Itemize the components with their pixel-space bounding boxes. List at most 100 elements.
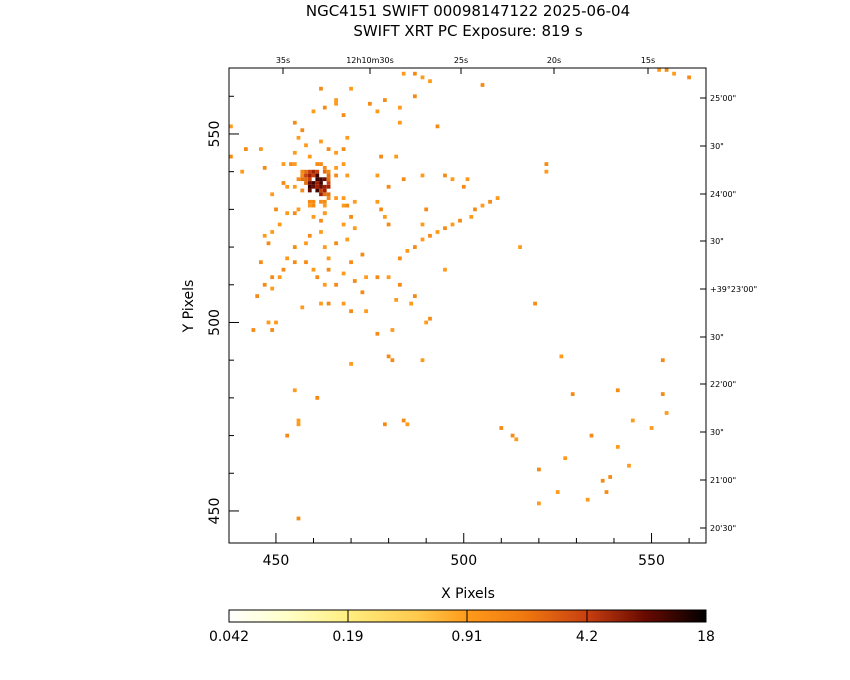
event-pixel — [450, 222, 455, 227]
event-pixel — [563, 456, 568, 461]
event-pixel — [394, 154, 399, 159]
event-pixel — [443, 267, 447, 272]
event-pixel — [420, 237, 425, 242]
y-tick-label: 500 — [207, 309, 223, 336]
x-tick-label: 500 — [450, 553, 477, 569]
event-pixel — [428, 316, 432, 321]
event-pixel — [322, 199, 327, 204]
dec-tick-label: 22'00" — [710, 380, 736, 389]
event-pixel — [304, 143, 308, 148]
event-pixel — [307, 154, 312, 159]
event-pixel — [307, 203, 312, 208]
dec-tick-label: 21'00" — [710, 476, 736, 485]
event-pixel — [311, 173, 316, 178]
event-pixel — [319, 184, 323, 189]
event-pixel — [300, 169, 305, 174]
event-pixel — [420, 358, 425, 363]
event-pixel — [589, 433, 594, 438]
event-pixel — [480, 203, 485, 208]
event-pixel — [405, 422, 410, 427]
event-pixel — [604, 490, 609, 494]
event-pixel — [319, 139, 323, 144]
radec-tick-labels: 35s 12h10m30s 25s 20s 15s 25'00" 30" 24'00" 30" +… — [276, 56, 757, 533]
event-pixel — [649, 426, 654, 430]
event-pixel — [435, 230, 440, 234]
event-pixel — [349, 260, 353, 265]
event-pixel — [401, 418, 406, 423]
event-pixel — [285, 184, 290, 189]
event-pixel — [315, 188, 320, 193]
event-pixel — [660, 358, 665, 363]
event-pixel — [443, 226, 447, 231]
event-pixel — [398, 282, 402, 287]
event-pixel — [544, 162, 549, 166]
dec-tick-label: 24'00" — [710, 190, 736, 199]
event-pixel — [334, 166, 338, 170]
event-pixel — [334, 173, 338, 178]
event-pixel — [296, 418, 301, 423]
event-pixel — [334, 98, 338, 102]
event-pixel — [386, 184, 391, 189]
event-pixel — [480, 83, 485, 87]
event-pixel — [495, 196, 500, 200]
colorbar-tick-label: 4.2 — [576, 629, 598, 645]
event-pixel — [270, 230, 275, 234]
event-pixel — [292, 150, 297, 155]
event-pixel — [375, 331, 380, 336]
event-pixel — [262, 166, 267, 170]
event-pixel — [345, 203, 350, 208]
event-pixel — [285, 211, 290, 216]
event-pixel — [537, 501, 541, 506]
y-tick-label: 450 — [207, 498, 223, 525]
event-pixel — [375, 109, 380, 114]
event-pixel — [319, 181, 323, 185]
event-pixel — [349, 309, 353, 314]
ra-tick-label: 15s — [641, 56, 655, 65]
x-axis-label: X Pixels — [441, 586, 495, 602]
event-pixel — [292, 120, 297, 125]
event-pixel — [401, 177, 406, 182]
event-pixel — [289, 162, 293, 166]
event-pixel — [322, 184, 327, 189]
event-pixel — [281, 162, 286, 166]
event-pixel — [518, 245, 522, 249]
event-pixel — [326, 177, 331, 182]
event-pixel — [398, 256, 402, 261]
dec-tick-label: 30" — [710, 333, 724, 342]
event-pixel — [420, 222, 425, 227]
event-pixel — [322, 245, 327, 249]
event-pixel — [368, 101, 372, 106]
event-pixel — [296, 207, 301, 212]
plot-frame — [228, 67, 707, 544]
event-pixel — [349, 215, 353, 219]
event-pixel — [315, 396, 320, 400]
event-pixel — [319, 230, 323, 234]
event-pixel — [341, 271, 346, 276]
event-pixel — [244, 147, 248, 151]
colorbar-tick-label: 0.042 — [209, 629, 249, 645]
event-pixel — [413, 71, 417, 76]
colorbar-tick-label: 0.91 — [451, 629, 482, 645]
event-pixel — [311, 203, 316, 208]
y-axis-label: Y Pixels — [181, 280, 197, 334]
event-pixel — [413, 245, 417, 249]
event-pixel — [292, 162, 297, 166]
event-pixel — [304, 177, 308, 182]
event-pixel — [315, 169, 320, 174]
colorbar-tick-label: 18 — [697, 629, 715, 645]
event-pixel — [341, 162, 346, 166]
event-pixel — [657, 68, 661, 72]
event-pixel — [322, 188, 327, 193]
event-pixel — [322, 211, 327, 216]
event-pixel — [322, 192, 327, 197]
event-pixel — [390, 328, 395, 332]
event-pixel — [364, 309, 368, 314]
event-pixel — [255, 294, 260, 298]
event-pixel — [274, 207, 278, 212]
event-pixel — [307, 188, 312, 193]
event-pixel — [322, 282, 327, 287]
event-pixel — [352, 199, 357, 204]
event-pixel — [570, 392, 575, 396]
event-pixel — [383, 422, 387, 427]
